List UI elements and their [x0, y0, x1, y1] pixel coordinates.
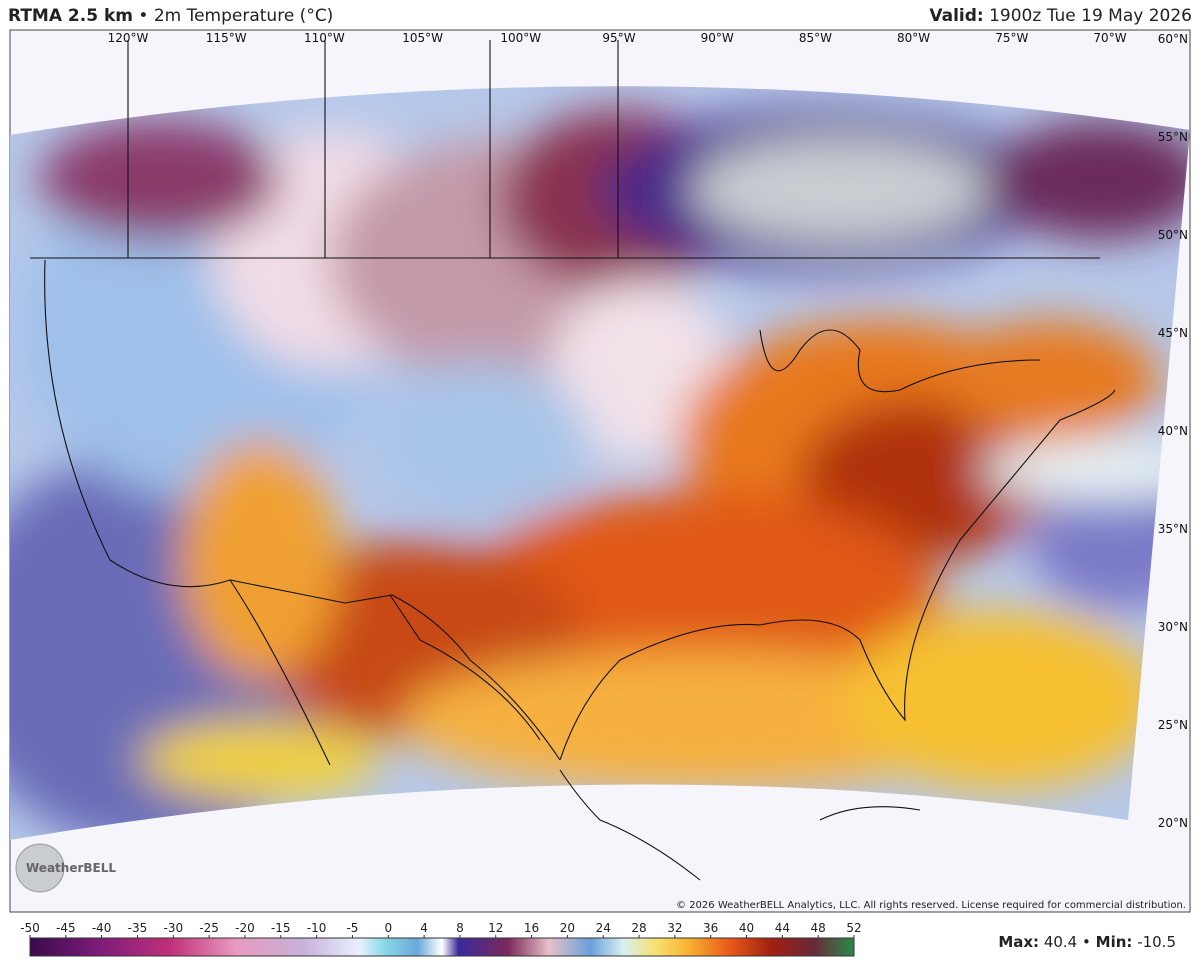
- latitude-label: 55°N: [1158, 130, 1188, 144]
- longitude-label: 95°W: [602, 31, 635, 45]
- colorbar-tick-label: 12: [488, 921, 503, 935]
- logo: WeatherBELL: [15, 843, 116, 893]
- colorbar-tick-label: 8: [456, 921, 464, 935]
- colorbar-tick-label: -20: [235, 921, 255, 935]
- colorbar-tick-label: -35: [128, 921, 148, 935]
- colorbar-tick-label: 0: [384, 921, 392, 935]
- latitude-label: 45°N: [1158, 326, 1188, 340]
- map: [9, 29, 1191, 913]
- colorbar-tick-label: 4: [420, 921, 428, 935]
- colorbar-tick-label: 40: [739, 921, 754, 935]
- colorbar-tick-label: -40: [92, 921, 112, 935]
- latitude-label: 40°N: [1158, 424, 1188, 438]
- max-min: Max: 40.4 • Min: -10.5: [998, 933, 1176, 951]
- longitude-label: 80°W: [897, 31, 930, 45]
- latitude-label: 30°N: [1158, 620, 1188, 634]
- colorbar-tick-label: 20: [560, 921, 575, 935]
- colorbar: [29, 937, 855, 957]
- longitude-label: 75°W: [995, 31, 1028, 45]
- latitude-label: 60°N: [1158, 32, 1188, 46]
- latitude-label: 35°N: [1158, 522, 1188, 536]
- colorbar-tick-label: 36: [703, 921, 718, 935]
- latitude-label: 25°N: [1158, 718, 1188, 732]
- longitude-label: 110°W: [304, 31, 345, 45]
- longitude-label: 90°W: [701, 31, 734, 45]
- colorbar-tick-label: -10: [307, 921, 327, 935]
- longitude-label: 70°W: [1093, 31, 1126, 45]
- longitude-label: 115°W: [206, 31, 247, 45]
- longitude-label: 105°W: [402, 31, 443, 45]
- colorbar-tick-label: 24: [596, 921, 611, 935]
- latitude-labels: 60°N 55°N 50°N 45°N 40°N 35°N 30°N 25°N 20°N: [1158, 32, 1188, 830]
- colorbar-tick-label: -30: [163, 921, 183, 935]
- colorbar-tick-label: 48: [811, 921, 826, 935]
- colorbar-tick-label: 52: [846, 921, 861, 935]
- boundaries: [30, 40, 1116, 881]
- longitude-label: 100°W: [500, 31, 541, 45]
- title: RTMA 2.5 km • 2m Temperature (°C): [8, 6, 333, 26]
- logo-text: WeatherBELL: [26, 861, 116, 875]
- colorbar-ticks: -50 -45 -40 -35 -30 -25 -20 -15 -10 -5 0 4 8 12 16 20 24…: [20, 921, 862, 938]
- colorbar-tick-label: 28: [631, 921, 646, 935]
- copyright: © 2026 WeatherBELL Analytics, LLC. All r…: [676, 900, 1186, 911]
- longitude-label: 120°W: [108, 31, 149, 45]
- colorbar-tick-label: -45: [56, 921, 76, 935]
- latitude-label: 20°N: [1158, 816, 1188, 830]
- longitude-label: 85°W: [799, 31, 832, 45]
- colorbar-tick-label: -25: [199, 921, 219, 935]
- colorbar-tick-label: 32: [667, 921, 682, 935]
- colorbar-tick-label: 16: [524, 921, 539, 935]
- temperature-field: [10, 86, 1190, 841]
- colorbar-tick-label: 44: [775, 921, 790, 935]
- colorbar-tick-label: -5: [346, 921, 358, 935]
- valid-time: Valid: 1900z Tue 19 May 2026: [929, 6, 1192, 26]
- colorbar-tick-label: -15: [271, 921, 291, 935]
- latitude-label: 50°N: [1158, 228, 1188, 242]
- longitude-labels: 120°W 115°W 110°W 105°W 100°W 95°W 90°W 85°W 80°…: [108, 31, 1127, 45]
- colorbar-tick-label: -50: [20, 921, 40, 935]
